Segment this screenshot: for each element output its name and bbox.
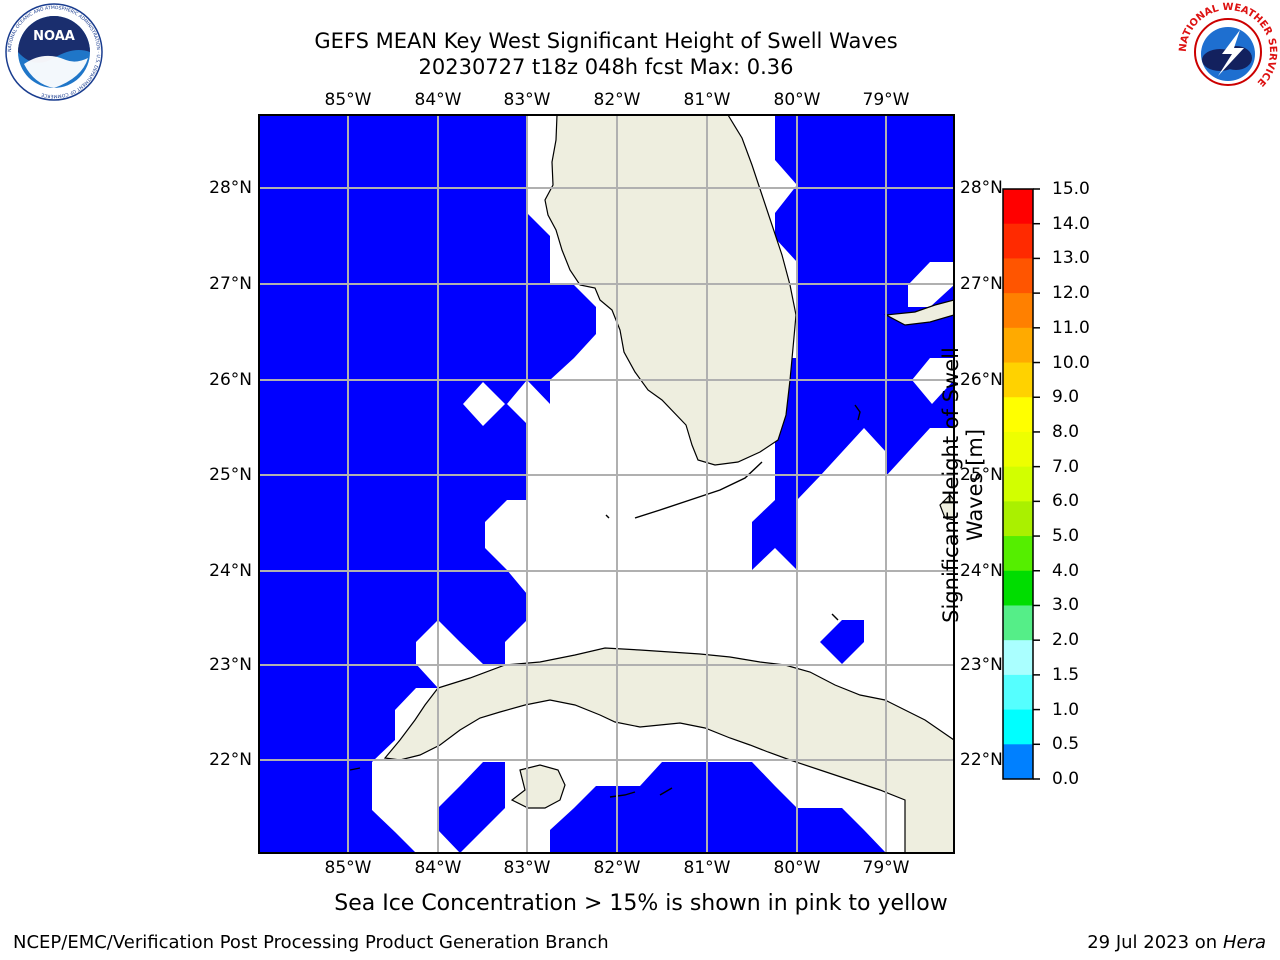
grand-bahama (883, 299, 954, 326)
lat-label-left: 25°N (209, 465, 252, 485)
lat-label-right: 24°N (960, 561, 1003, 581)
lon-label-top: 80°W (773, 90, 821, 110)
lat-label-left: 23°N (209, 655, 252, 675)
lat-label-right: 28°N (960, 178, 1003, 198)
colorbar-segment (1003, 709, 1033, 745)
colorbar-segment (1003, 640, 1033, 676)
colorbar-tick-label: 8.0 (1052, 421, 1080, 442)
footer-branch: NCEP/EMC/Verification Post Processing Pr… (13, 932, 609, 953)
cabo-san-antonio (349, 767, 361, 771)
map-frame (258, 114, 955, 854)
colorbar-segment (1003, 570, 1033, 606)
lat-label-left: 28°N (209, 178, 252, 198)
swell-region-caribbean-south (550, 762, 886, 853)
sea-ice-note: Sea Ice Concentration > 15% is shown in … (334, 891, 948, 916)
colorbar-tick-label: 0.5 (1052, 734, 1080, 755)
lon-label-top: 79°W (862, 90, 910, 110)
lon-label-bottom: 79°W (862, 858, 910, 878)
colorbar-segment (1003, 744, 1033, 780)
lat-label-left: 27°N (209, 274, 252, 294)
lat-label-right: 22°N (960, 750, 1003, 770)
noaa-logo: NOAA NATIONAL OCEANIC AND ATMOSPHERIC AD… (5, 3, 103, 101)
cay-sal (831, 613, 839, 621)
colorbar-segment (1003, 431, 1033, 468)
swell-region-gulf-inner (463, 382, 505, 426)
colorbar-tick-label: 7.0 (1052, 456, 1080, 477)
lat-label-left: 24°N (209, 561, 252, 581)
colorbar-segment (1003, 397, 1033, 433)
colorbar-segment (1003, 605, 1033, 641)
lon-label-top: 81°W (683, 90, 731, 110)
colorbar (1002, 188, 1040, 780)
lon-label-top: 83°W (503, 90, 551, 110)
colorbar-tick-label: 10.0 (1052, 352, 1090, 373)
colorbar-tick-label: 4.0 (1052, 560, 1080, 581)
colorbar-frame (1002, 188, 1034, 780)
canarreos-cays (609, 791, 636, 798)
lon-label-bottom: 80°W (773, 858, 821, 878)
lat-label-right: 26°N (960, 370, 1003, 390)
colorbar-tick-label: 14.0 (1052, 213, 1090, 234)
lon-label-bottom: 84°W (414, 858, 462, 878)
footer-date: 29 Jul 2023 on Hera (1087, 932, 1266, 954)
colorbar-segment (1003, 223, 1033, 259)
colorbar-segment (1003, 501, 1033, 537)
colorbar-tick-label: 5.0 (1052, 526, 1080, 547)
chart-title: GEFS MEAN Key West Significant Height of… (314, 29, 898, 53)
florida-peninsula (544, 115, 797, 466)
lon-label-top: 85°W (324, 90, 372, 110)
noaa-text: NOAA (33, 29, 75, 44)
colorbar-tick-label: 3.0 (1052, 595, 1080, 616)
lon-label-top: 82°W (593, 90, 641, 110)
colorbar-tick-label: 0.0 (1052, 769, 1080, 789)
colorbar-segment (1003, 327, 1033, 364)
colorbar-title-line2: Waves [m] (963, 428, 987, 542)
colorbar-segment (1003, 258, 1033, 294)
lon-label-bottom: 82°W (593, 858, 641, 878)
bimini (854, 404, 861, 421)
colorbar-tick-label: 9.0 (1052, 387, 1080, 408)
colorbar-tick-label: 2.0 (1052, 630, 1080, 651)
colorbar-tick-label: 11.0 (1052, 317, 1090, 338)
colorbar-title-line1: Significant Height of Swell (939, 347, 963, 623)
colorbar-segment (1003, 536, 1033, 572)
lon-label-bottom: 85°W (324, 858, 372, 878)
isla-de-la-juventud (510, 764, 566, 809)
colorbar-segment (1003, 674, 1033, 711)
lat-label-right: 27°N (960, 274, 1003, 294)
swell-region-atlantic (752, 115, 954, 570)
colorbar-segment (1003, 466, 1033, 502)
colorbar-tick-label: 1.0 (1052, 699, 1080, 720)
chart-subtitle: 20230727 t18z 048h fcst Max: 0.36 (418, 55, 794, 79)
colorbar-tick-label: 6.0 (1052, 491, 1080, 512)
colorbar-tick-label: 1.5 (1052, 664, 1080, 685)
nws-logo: NATIONAL WEATHER SERVICE (1178, 2, 1278, 100)
lat-label-right: 25°N (960, 465, 1003, 485)
colorbar-segment (1003, 362, 1033, 398)
lat-label-left: 26°N (209, 370, 252, 390)
swell-region-caribbean-west (438, 762, 505, 853)
andros-island (939, 494, 954, 521)
lat-label-left: 22°N (209, 750, 252, 770)
swell-region-gulf (259, 115, 596, 853)
lon-label-bottom: 83°W (503, 858, 551, 878)
swell-region-bahamas-patch (820, 620, 864, 664)
cayo-largo (659, 787, 673, 796)
swell-field (259, 115, 954, 853)
colorbar-tick-label: 15.0 (1052, 179, 1090, 199)
colorbar-segment (1003, 293, 1033, 329)
dry-tortugas (605, 514, 610, 519)
lat-label-right: 23°N (960, 655, 1003, 675)
gridlines (259, 115, 954, 853)
lon-label-bottom: 81°W (683, 858, 731, 878)
footer-date-text: 29 Jul 2023 on (1087, 932, 1223, 953)
lon-label-top: 84°W (414, 90, 462, 110)
colorbar-tick-label: 13.0 (1052, 248, 1090, 269)
colorbar-title: Significant Height of Swell Waves [m] (939, 320, 987, 650)
footer-host: Hera (1222, 932, 1266, 953)
colorbar-segment (1003, 189, 1033, 225)
colorbar-tick-label: 12.0 (1052, 283, 1090, 304)
